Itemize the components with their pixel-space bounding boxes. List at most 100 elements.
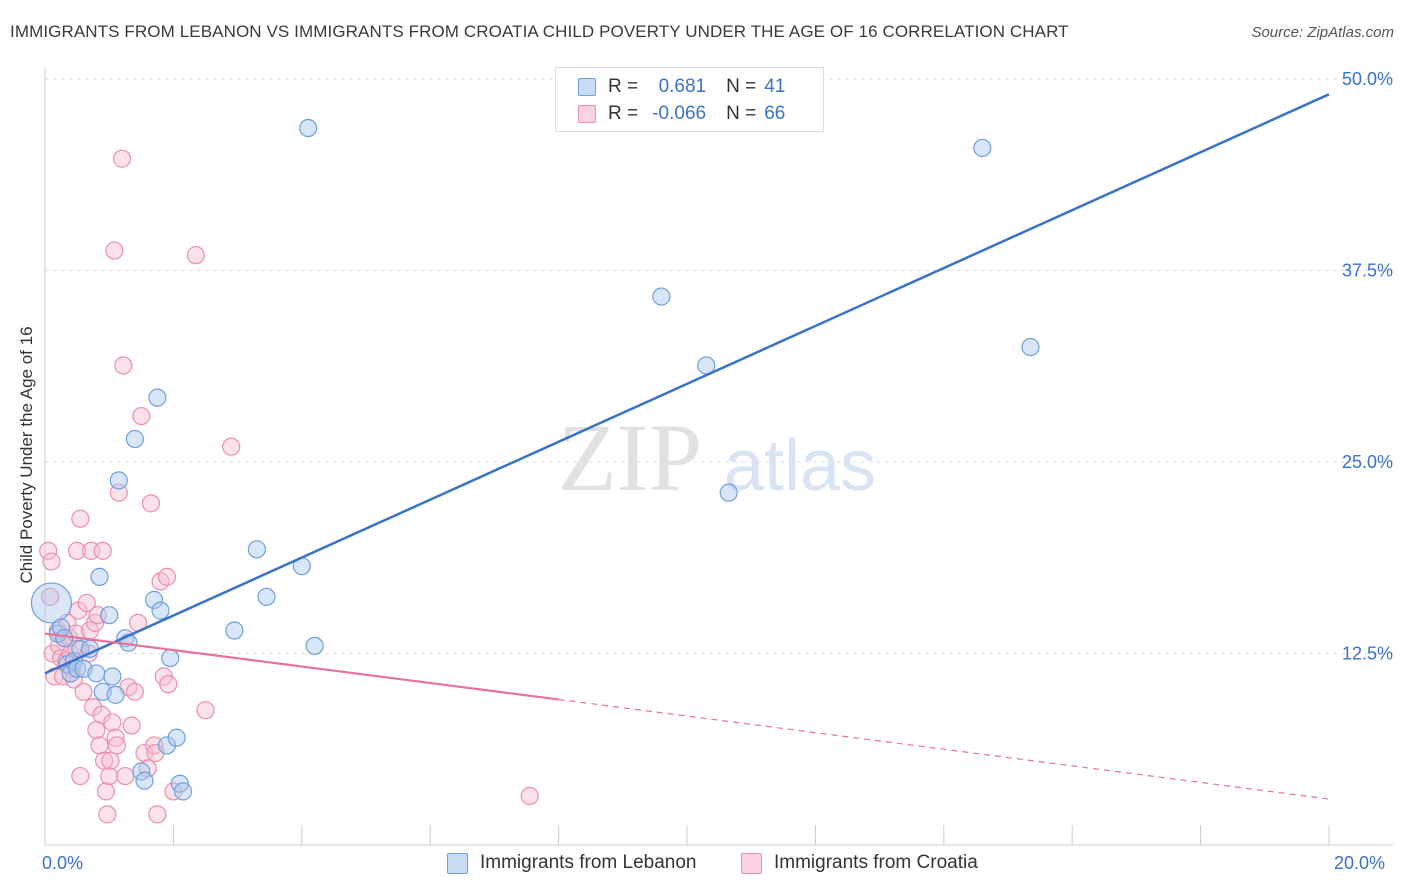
y-tick-label: 37.5%	[1342, 261, 1393, 281]
croatia-point	[122, 716, 141, 735]
croatia-point	[186, 246, 205, 265]
lebanon-legend-swatch	[447, 852, 468, 874]
croatia-swatch	[578, 105, 596, 123]
croatia-point	[39, 541, 58, 560]
legend-row-lebanon: R = 0.681 N = 41	[578, 75, 785, 99]
croatia-point	[41, 587, 60, 606]
chart-title: IMMIGRANTS FROM LEBANON VS IMMIGRANTS FR…	[10, 22, 1069, 41]
croatia-trend-line	[44, 632, 559, 701]
trend-lines	[44, 93, 1330, 800]
lebanon-point	[973, 138, 992, 158]
legend-n-label: N =	[726, 103, 757, 124]
croatia-point	[100, 766, 119, 786]
watermark: ZIP atlas	[558, 404, 876, 511]
lebanon-n-value: 41	[764, 76, 786, 97]
lebanon-point	[151, 601, 170, 620]
lebanon-point	[30, 582, 73, 624]
lebanon-point	[109, 471, 128, 490]
croatia-point	[71, 766, 90, 786]
axes	[44, 68, 1393, 846]
croatia-legend-swatch	[741, 852, 762, 874]
lebanon-legend-label: Immigrants from Lebanon	[480, 852, 697, 873]
croatia-point	[132, 406, 151, 426]
lebanon-point	[125, 429, 144, 449]
croatia-point	[114, 356, 133, 375]
bottom-legend-lebanon: Immigrants from Lebanon	[447, 852, 697, 874]
lebanon-point	[67, 659, 87, 678]
y-tick-label: 25.0%	[1342, 452, 1393, 472]
lebanon-r-value: 0.681	[658, 76, 707, 97]
lebanon-points	[30, 118, 1040, 801]
croatia-point	[87, 720, 106, 740]
croatia-point	[96, 782, 116, 801]
lebanon-point	[148, 388, 167, 407]
x-tick-min: 0.0%	[42, 853, 84, 873]
legend-r-label: R =	[608, 103, 639, 124]
croatia-point	[103, 713, 122, 732]
legend-n-label: N =	[726, 76, 757, 97]
croatia-trend-extension	[558, 698, 1330, 800]
lebanon-point	[167, 728, 186, 747]
lebanon-point	[90, 567, 109, 587]
lebanon-point	[1021, 338, 1040, 357]
lebanon-point	[299, 118, 318, 138]
lebanon-point	[135, 771, 154, 790]
lebanon-point	[157, 736, 177, 755]
croatia-point	[101, 751, 120, 770]
legend-row-croatia: R = -0.066 N = 66	[578, 102, 785, 126]
croatia-points	[39, 149, 539, 824]
croatia-point	[125, 682, 144, 701]
croatia-point	[93, 541, 112, 560]
lebanon-point	[225, 621, 244, 640]
croatia-point	[98, 805, 117, 824]
croatia-r-value: -0.066	[652, 103, 707, 124]
lebanon-point	[145, 590, 164, 609]
watermark-zip: ZIP	[558, 404, 702, 511]
gridlines	[45, 78, 1393, 654]
y-tick-labels: 12.5% 25.0% 37.5% 50.0%	[1342, 69, 1393, 664]
croatia-point	[71, 509, 90, 528]
lebanon-trend-line	[44, 93, 1330, 675]
lebanon-point	[305, 636, 324, 655]
croatia-point	[116, 766, 135, 786]
croatia-point	[135, 743, 154, 763]
croatia-point	[42, 552, 61, 571]
croatia-legend-label: Immigrants from Croatia	[774, 852, 978, 873]
croatia-point	[196, 701, 215, 720]
lebanon-point	[173, 782, 193, 801]
croatia-n-value: 66	[764, 103, 786, 124]
lebanon-point	[55, 629, 74, 648]
lebanon-point	[161, 648, 180, 668]
croatia-point	[157, 567, 177, 587]
croatia-point	[77, 593, 96, 613]
croatia-point	[107, 736, 127, 755]
croatia-point	[141, 494, 161, 513]
y-tick-label: 12.5%	[1342, 644, 1393, 664]
lebanon-point	[719, 483, 738, 502]
lebanon-point	[652, 287, 671, 306]
legend-r-label: R =	[608, 76, 639, 97]
lebanon-point	[247, 540, 266, 559]
x-tick-max: 20.0%	[1334, 853, 1386, 873]
lebanon-point	[87, 664, 106, 683]
croatia-point	[520, 786, 539, 806]
stats-legend: R = 0.681 N = 41 R = -0.066 N = 66	[555, 67, 824, 132]
lebanon-swatch	[578, 78, 596, 96]
croatia-point	[145, 736, 164, 755]
bottom-legend-croatia: Immigrants from Croatia	[741, 852, 978, 874]
lebanon-point	[106, 685, 125, 704]
y-tick-label: 50.0%	[1342, 69, 1393, 89]
croatia-point	[159, 675, 178, 694]
lebanon-point	[257, 587, 276, 606]
croatia-point	[90, 736, 109, 755]
croatia-point	[222, 437, 241, 456]
croatia-point	[148, 805, 167, 824]
croatia-point	[67, 541, 87, 560]
watermark-atlas: atlas	[724, 426, 876, 506]
croatia-point	[106, 728, 125, 747]
croatia-point	[74, 682, 93, 701]
y-axis-label: Child Poverty Under the Age of 16	[17, 326, 36, 584]
croatia-point	[151, 572, 170, 591]
croatia-point	[105, 241, 124, 260]
